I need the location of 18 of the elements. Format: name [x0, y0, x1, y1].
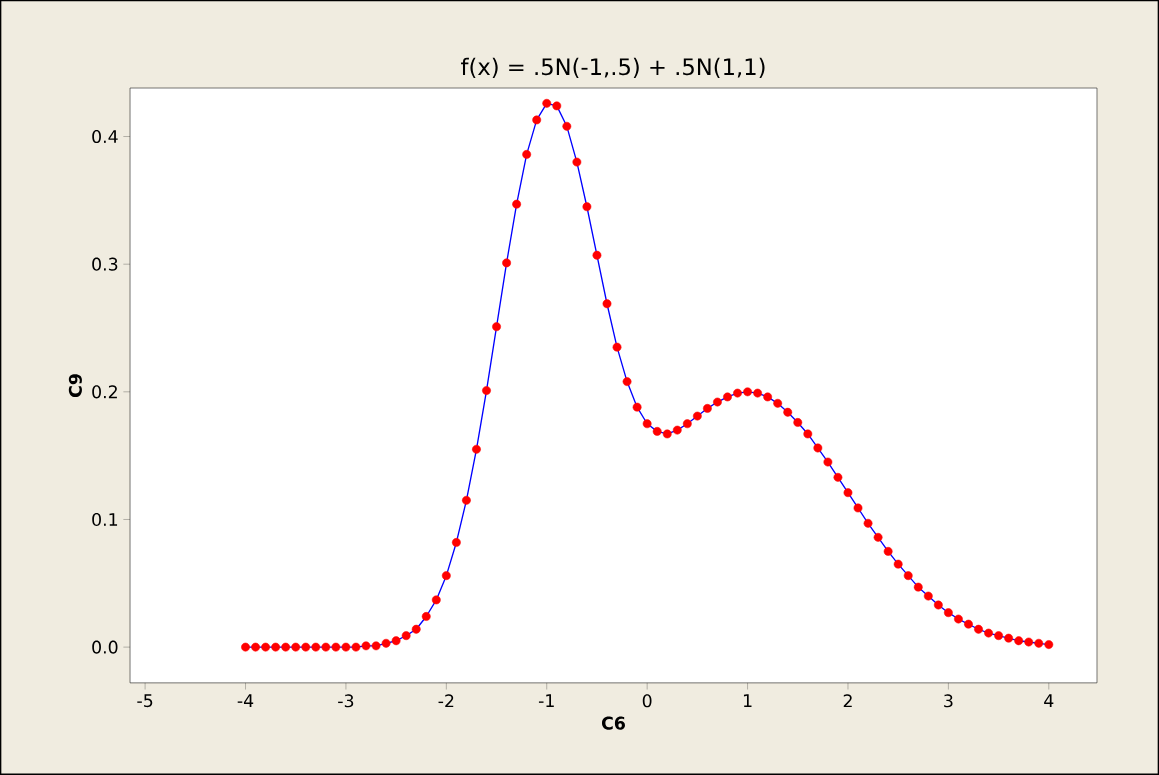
- chart-title: f(x) = .5N(-1,.5) + .5N(1,1): [461, 57, 765, 79]
- x-tick-label: 3: [944, 694, 953, 708]
- y-axis-title: C9: [68, 374, 82, 398]
- y-tick-label: 0.1: [92, 512, 118, 527]
- x-tick-label: 2: [843, 694, 852, 708]
- y-tick-label: 0.2: [92, 385, 117, 399]
- x-tick-label: -4: [237, 694, 254, 707]
- y-tick-label: 0.3: [92, 257, 118, 271]
- x-tick-label: 1: [743, 694, 752, 707]
- x-tick-label: 0: [642, 694, 652, 708]
- x-axis-title: C6: [601, 716, 625, 730]
- y-tick-label: 0.0: [92, 640, 118, 654]
- y-tick-label: 0.4: [92, 130, 118, 144]
- x-tick-label: -1: [538, 694, 554, 707]
- x-tick-label: -5: [137, 694, 153, 708]
- x-tick-label: 4: [1044, 694, 1054, 707]
- x-tick-label: -3: [338, 694, 354, 708]
- x-tick-label: -2: [438, 694, 454, 708]
